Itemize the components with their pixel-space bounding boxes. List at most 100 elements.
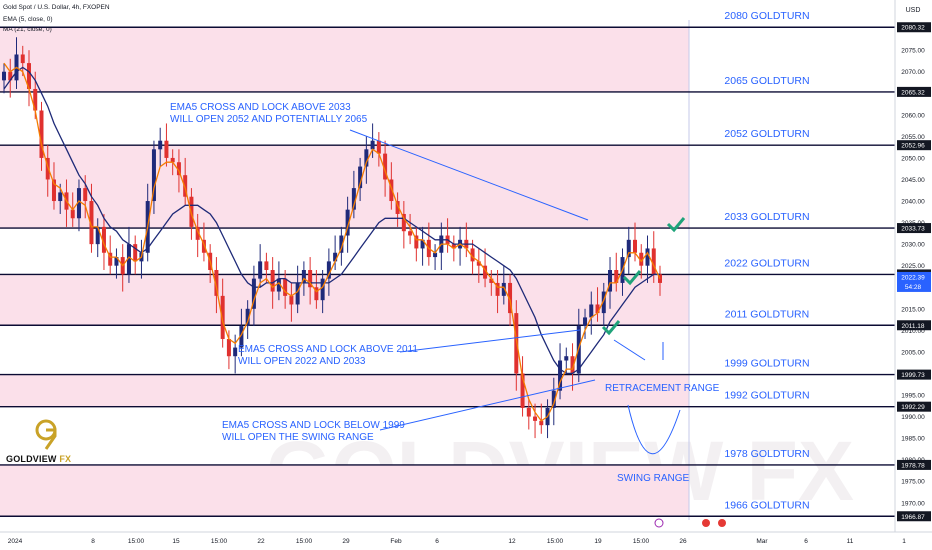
candle-body — [320, 278, 325, 301]
level-price-tag-text: 2052.96 — [901, 143, 925, 150]
ema-indicator-label[interactable]: EMA (5, close, 0) — [3, 16, 53, 23]
candle-body — [114, 257, 119, 266]
x-tick-label: 2024 — [8, 538, 23, 545]
candle-body — [658, 274, 662, 283]
chart-title: Gold Spot / U.S. Dollar, 4h, FXOPEN — [3, 4, 110, 11]
y-tick-label: 2070.00 — [901, 69, 925, 76]
candle-body — [358, 166, 363, 189]
candle-body — [76, 188, 81, 219]
annotation-1999-line2: WILL OPEN THE SWING RANGE — [222, 432, 374, 443]
y-tick-label: 2050.00 — [901, 155, 925, 162]
candle-body — [39, 110, 44, 158]
candle-body — [570, 356, 575, 374]
level-price-tag — [897, 320, 931, 331]
level-label: 1992 GOLDTURN — [724, 390, 809, 402]
candle-body — [564, 356, 569, 361]
x-tick-label: 12 — [508, 538, 516, 545]
x-tick-label: 8 — [91, 538, 95, 545]
level-label: 2011 GOLDTURN — [725, 308, 809, 320]
candle-body — [376, 140, 381, 154]
check-icon — [622, 270, 642, 286]
candle-body — [214, 270, 219, 296]
candle-body — [414, 235, 419, 249]
candle-body — [589, 304, 594, 318]
y-tick-label: 2045.00 — [901, 177, 925, 184]
candle-countdown: 54:28 — [905, 284, 922, 291]
candle-body — [308, 270, 313, 288]
candle-body — [126, 244, 131, 275]
level-price-tag — [897, 140, 931, 151]
candle-body — [476, 261, 481, 266]
candle-body — [226, 338, 231, 357]
level-price-tag-text: 1966.87 — [901, 514, 925, 521]
candle-body — [283, 278, 288, 296]
goldview-logo: GOLDVIEW FX — [6, 418, 84, 470]
candle-body — [295, 282, 300, 305]
level-price-tag-text: 1978.78 — [901, 462, 925, 469]
goldview-logo-icon — [35, 419, 57, 450]
x-tick-label: 29 — [342, 538, 350, 545]
x-tick-label: 19 — [594, 538, 602, 545]
swing-range-label: SWING RANGE — [617, 473, 690, 484]
candle-body — [176, 162, 181, 176]
zone-band — [0, 464, 689, 517]
candle-body — [108, 252, 113, 266]
candle-body — [345, 209, 350, 236]
candle-body — [614, 270, 619, 283]
x-tick-label: 6 — [804, 538, 808, 545]
currency-label: USD — [906, 7, 921, 14]
zone-band — [0, 27, 689, 92]
candle-body — [183, 175, 188, 197]
x-tick-label: 26 — [679, 538, 687, 545]
ema-line — [3, 62, 661, 422]
candle-body — [8, 71, 13, 81]
level-price-tag — [897, 401, 931, 412]
arrow-2011 — [399, 329, 581, 353]
y-tick-label: 1985.00 — [901, 436, 925, 443]
candle-body — [645, 248, 650, 266]
candle-body — [495, 282, 500, 296]
candle-body — [533, 416, 538, 421]
candle-body — [264, 261, 269, 270]
candle-body — [20, 54, 25, 64]
level-price-tag — [897, 223, 931, 234]
level-label: 1999 GOLDTURN — [724, 358, 809, 370]
goldview-logo-text: GOLDVIEW FX — [6, 454, 72, 464]
x-tick-label: 15:00 — [128, 538, 145, 545]
y-tick-label: 1990.00 — [901, 414, 925, 421]
zone-band — [0, 374, 689, 407]
candle-body — [601, 291, 606, 314]
level-price-tag-text: 1992.29 — [901, 404, 925, 411]
candle-body — [651, 248, 656, 275]
candle-body — [639, 252, 644, 266]
candle-body — [133, 244, 138, 262]
x-tick-label: 15:00 — [547, 538, 564, 545]
y-tick-label: 2075.00 — [901, 48, 925, 55]
annotation-2011-line1: EMA5 CROSS AND LOCK ABOVE 2011 — [238, 344, 418, 355]
zone-band — [0, 274, 689, 326]
level-label: 2080 GOLDTURN — [724, 10, 809, 22]
candle-body — [514, 313, 519, 374]
candle-body — [45, 157, 50, 180]
candle-body — [339, 235, 344, 253]
candle-body — [195, 226, 200, 240]
y-tick-label: 2040.00 — [901, 199, 925, 206]
level-label: 2022 GOLDTURN — [724, 257, 809, 269]
x-tick-label: 6 — [435, 538, 439, 545]
level-label: 1966 GOLDTURN — [724, 499, 809, 511]
candle-body — [483, 265, 488, 279]
ma-indicator-label[interactable]: MA (21, close, 0) — [3, 26, 52, 33]
us-flag-icon — [718, 519, 726, 527]
candle-body — [89, 201, 94, 245]
y-tick-label: 2030.00 — [901, 242, 925, 249]
candle-body — [251, 278, 256, 309]
candle-body — [270, 270, 275, 292]
level-price-tag — [897, 22, 931, 33]
candle-body — [558, 360, 563, 391]
retracement-range-label: RETRACEMENT RANGE — [605, 383, 720, 394]
candle-body — [326, 261, 331, 279]
level-price-tag — [897, 369, 931, 380]
candle-body — [489, 278, 494, 283]
candle-body — [289, 295, 294, 305]
